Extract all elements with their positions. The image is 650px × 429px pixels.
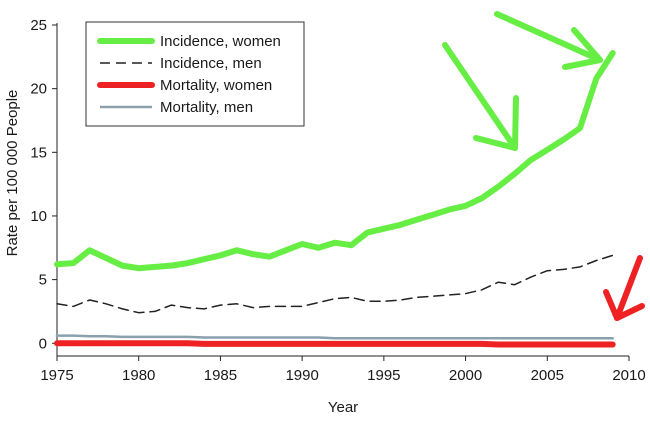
green-arrow-right-shaft: [494, 11, 603, 63]
x-tick-label: 2010: [612, 367, 645, 384]
y-axis-title: Rate per 100 000 People: [4, 90, 21, 257]
y-tick-label: 20: [30, 81, 47, 98]
chart-axes: [56, 23, 629, 357]
y-tick-label: 15: [30, 144, 47, 161]
legend-label-mortality-women: Mortality, women: [160, 77, 272, 94]
series-line-mortality-women: [54, 340, 616, 348]
green-arrow-right-head: [562, 27, 603, 70]
green-arrow-down-head: [473, 95, 519, 151]
red-arrow-head: [603, 289, 645, 321]
y-tick-label: 5: [39, 272, 47, 289]
legend: Incidence, women Incidence, men Mortalit…: [85, 21, 305, 127]
y-tick-label: 10: [30, 208, 47, 225]
annotation-arrows: [442, 11, 645, 321]
series-line-incidence-women: [54, 50, 616, 272]
legend-label-incidence-women: Incidence, women: [160, 33, 281, 50]
x-tick-label: 2005: [531, 367, 564, 384]
x-tick-label: 1980: [122, 367, 155, 384]
series-line-mortality-men: [55, 334, 614, 340]
y-ticks: 0 5 10 15 20 25: [30, 17, 57, 352]
red-arrow: [603, 255, 645, 321]
green-arrow-right: [494, 11, 603, 70]
x-tick-label: 2000: [449, 367, 482, 384]
y-tick-label: 0: [39, 335, 47, 352]
red-arrow-shaft: [614, 255, 643, 321]
green-arrow-down: [442, 42, 519, 151]
x-tick-label: 1990: [285, 367, 318, 384]
x-tick-label: 1995: [367, 367, 400, 384]
y-tick-label: 25: [30, 17, 47, 34]
x-tick-label: 1985: [204, 367, 237, 384]
green-arrow-down-shaft: [442, 42, 518, 151]
legend-label-mortality-men: Mortality, men: [160, 99, 253, 116]
series-line-incidence-men: [56, 254, 614, 314]
legend-label-incidence-men: Incidence, men: [160, 55, 262, 72]
x-ticks: 1975 1980 1985 1990 1995 2000 2005 2010: [40, 356, 646, 384]
x-axis-title: Year: [328, 399, 358, 416]
x-tick-label: 1975: [40, 367, 73, 384]
series-layer: [54, 50, 616, 348]
